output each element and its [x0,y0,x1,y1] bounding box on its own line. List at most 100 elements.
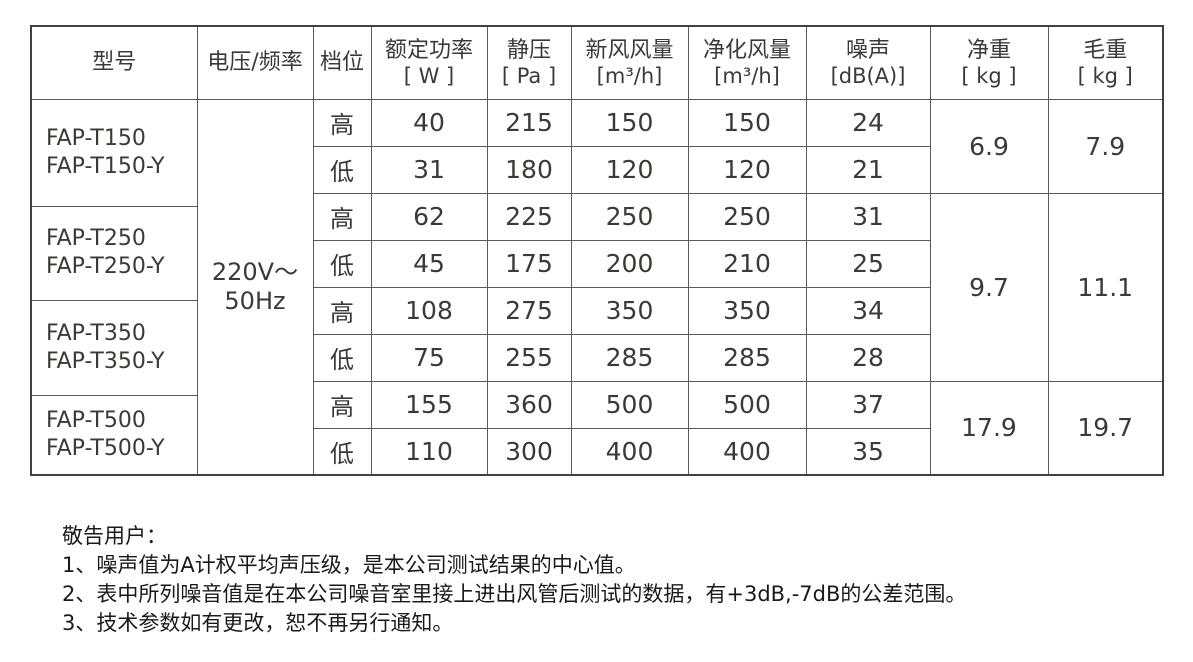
model-name: FAP-T500 [46,407,146,433]
model-name: FAP-T150 [46,125,146,151]
noise-cell: 24 [805,98,931,147]
model-group: FAP-T350 FAP-T350-Y [32,301,196,396]
static-pressure-cell: 175 [486,239,572,288]
noise-cell: 34 [805,286,931,335]
rated-power-cell: 62 [370,192,488,241]
net-weight-cell: 6.9 [929,98,1049,194]
static-pressure-cell: 215 [486,98,572,147]
table-row: 高 155 360 500 500 37 17.9 19.7 [31,380,1164,476]
user-notice-item: 1、噪声值为A计权平均声压级，是本公司测试结果的中心值。 [62,553,636,577]
noise-cell: 31 [805,192,931,241]
user-notice-item: 3、技术参数如有更改，恕不再另行通知。 [62,611,454,635]
gear-cell: 高 [312,380,372,429]
table-row: FAP-T150 FAP-T150-Y FAP-T250 FAP-T250-Y … [30,98,1164,476]
noise-cell: 37 [805,380,931,429]
gear-cell: 低 [312,427,372,476]
gear-cell: 高 [312,98,372,147]
header-label: 档位 [319,50,364,76]
user-notice-heading: 敬告用户： [62,524,167,548]
model-name: FAP-T500-Y [46,435,165,461]
voltage-value: 220V～ [211,257,299,286]
model-name: FAP-T150-Y [46,153,165,179]
table-row: 高 62 225 250 250 31 9.7 11.1 [31,192,1164,382]
voltage-frequency-cell: 220V～ 50Hz [196,98,314,476]
model-name: FAP-T250-Y [46,254,165,280]
noise-cell: 28 [805,333,931,382]
column-header-gross-weight: 毛重 [ kg ] [1047,25,1164,100]
static-pressure-cell: 300 [486,427,572,476]
noise-cell: 35 [805,427,931,476]
column-header-net-weight: 净重 [ kg ] [929,25,1049,100]
header-unit: [m³/h] [714,64,780,89]
fresh-air-cell: 200 [570,239,689,288]
purified-air-cell: 350 [687,286,807,335]
user-notice-item: 2、表中所列噪音值是在本公司噪音室里接上进出风管后测试的数据，有+3dB,-7d… [62,582,967,606]
fresh-air-cell: 285 [570,333,689,382]
rated-power-cell: 40 [370,98,488,147]
header-label: 额定功率 [384,38,473,64]
gear-cell: 高 [312,286,372,335]
header-unit: [ kg ] [961,64,1017,89]
model-group: FAP-T150 FAP-T150-Y [32,100,196,207]
gross-weight-cell: 19.7 [1047,380,1164,476]
gear-cell: 低 [312,333,372,382]
table-row: 低 45 175 200 210 25 [31,239,1163,288]
rated-power-cell: 110 [370,427,488,476]
column-header-fresh-air-volume: 新风风量 [m³/h] [570,25,689,100]
model-name: FAP-T350-Y [46,348,165,374]
purified-air-cell: 285 [687,333,807,382]
header-unit: [dB(A)] [830,64,906,89]
model-group: FAP-T250 FAP-T250-Y [32,207,196,301]
header-unit: [ kg ] [1077,64,1133,89]
model-group: FAP-T500 FAP-T500-Y [32,396,196,474]
rated-power-cell: 31 [370,145,488,194]
gross-weight-cell: 11.1 [1047,192,1164,382]
purified-air-cell: 400 [687,427,807,476]
fresh-air-cell: 150 [570,98,689,147]
header-label: 毛重 [1083,38,1128,64]
column-header-model: 型号 [30,25,198,100]
static-pressure-cell: 255 [486,333,572,382]
gross-weight-cell: 7.9 [1047,98,1164,194]
purified-air-cell: 150 [687,98,807,147]
purified-air-cell: 500 [687,380,807,429]
static-pressure-cell: 360 [486,380,572,429]
header-label: 静压 [506,38,551,64]
model-name: FAP-T250 [46,226,146,252]
fresh-air-cell: 350 [570,286,689,335]
fresh-air-cell: 120 [570,145,689,194]
static-pressure-cell: 180 [486,145,572,194]
column-header-rated-power: 额定功率 [ W ] [370,25,488,100]
column-header-noise: 噪声 [dB(A)] [805,25,931,100]
header-unit: [m³/h] [596,64,663,89]
fresh-air-cell: 400 [570,427,689,476]
gear-cell: 高 [312,192,372,241]
fresh-air-cell: 250 [570,192,689,241]
static-pressure-cell: 225 [486,192,572,241]
header-unit: [ W ] [403,64,455,89]
header-label: 型号 [92,50,137,76]
static-pressure-cell: 275 [486,286,572,335]
column-header-purified-air-volume: 净化风量 [m³/h] [687,25,807,100]
column-header-gear: 档位 [312,25,372,100]
model-column-stack: FAP-T150 FAP-T150-Y FAP-T250 FAP-T250-Y … [32,100,196,474]
column-header-static-pressure: 静压 [ Pa ] [486,25,572,100]
header-label: 净重 [966,38,1011,64]
header-label: 电压/频率 [207,50,303,76]
table-row: 低 110 300 400 400 35 [31,427,1163,476]
header-label: 噪声 [845,38,890,64]
header-unit: [ Pa ] [501,64,557,89]
header-label: 净化风量 [702,38,791,64]
header-label: 新风风量 [585,38,674,64]
rated-power-cell: 75 [370,333,488,382]
rated-power-cell: 45 [370,239,488,288]
noise-cell: 21 [805,145,931,194]
noise-cell: 25 [805,239,931,288]
rated-power-cell: 155 [370,380,488,429]
column-header-voltage-frequency: 电压/频率 [196,25,314,100]
model-name: FAP-T350 [46,320,146,346]
purified-air-cell: 210 [687,239,807,288]
net-weight-cell: 9.7 [929,192,1049,382]
model-column: FAP-T150 FAP-T150-Y FAP-T250 FAP-T250-Y … [30,98,198,476]
fresh-air-cell: 500 [570,380,689,429]
